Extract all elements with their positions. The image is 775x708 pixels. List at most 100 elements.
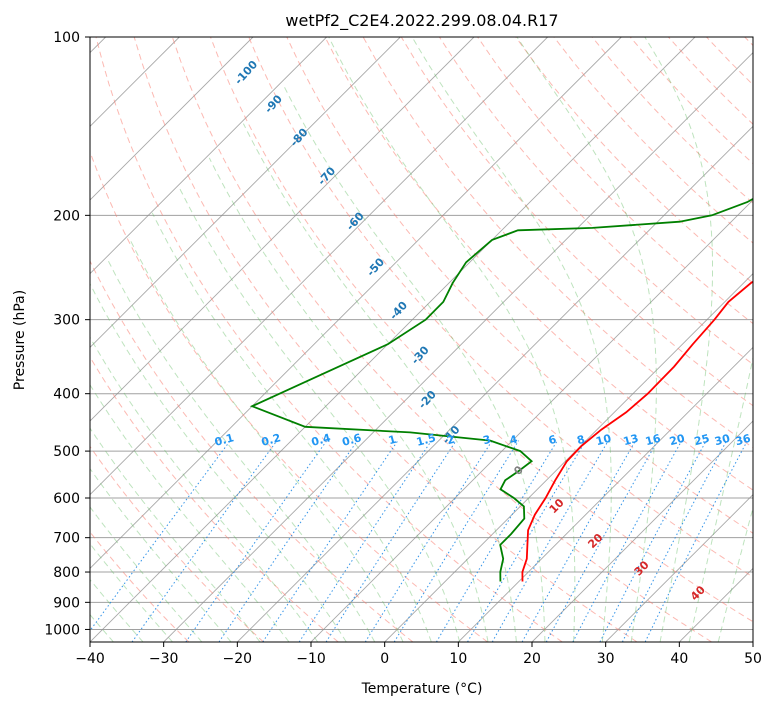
isotherm-line: [90, 37, 622, 569]
dry-adiabat-line: [248, 37, 753, 578]
mixing-ratio-line: [572, 440, 683, 642]
mixing-ratio-line: [298, 440, 432, 642]
isotherm-lines: [90, 37, 753, 642]
moist-adiabat-line: [179, 187, 461, 642]
y-tick-label: 900: [53, 595, 80, 611]
mixing-ratio-label: 16: [644, 432, 662, 449]
mixing-ratio-label: 6: [547, 433, 558, 448]
x-tick-label: 40: [670, 651, 688, 667]
dry-adiabat-line: [90, 531, 190, 642]
mixing-ratio-line: [262, 440, 399, 642]
y-tick-label: 1000: [44, 622, 80, 638]
moist-adiabat-line: [282, 83, 546, 642]
dry-adiabat-label: -40: [387, 299, 410, 323]
mixing-ratio-label: 10: [594, 432, 612, 449]
x-tick-label: 20: [523, 651, 541, 667]
x-tick-label: 50: [744, 651, 762, 667]
isotherm-line: [90, 37, 696, 642]
isotherm-line: [679, 567, 753, 642]
dry-adiabat-line: [171, 37, 712, 642]
x-tick-label: 10: [449, 651, 467, 667]
dry-adiabat-line: [591, 37, 753, 204]
mixing-ratio-line: [491, 440, 609, 642]
moist-adiabat-label: 40: [688, 583, 708, 603]
x-tick-label: 0: [380, 651, 389, 667]
moist-adiabat-label: 30: [632, 558, 652, 578]
dry-adiabat-label: -90: [262, 92, 285, 116]
isotherm-line: [605, 494, 753, 642]
chart-title: wetPf2_C2E4.2022.299.08.04.R17: [285, 11, 558, 31]
moist-adiabat-line: [411, 37, 612, 642]
mixing-ratio-label: 8: [575, 433, 586, 448]
x-tick-label: 30: [597, 651, 615, 667]
temperature-line: [521, 280, 753, 582]
mixing-ratio-label: 1: [387, 433, 398, 448]
y-axis-label: Pressure (hPa): [12, 290, 28, 390]
dry-adiabat-line: [668, 37, 753, 125]
mixing-ratio-line: [435, 440, 558, 642]
mixing-ratio-line: [599, 440, 707, 642]
isotherm-line: [90, 37, 327, 275]
moist-adiabat-line: [90, 506, 203, 642]
isotherm-line: [458, 346, 753, 642]
dry-adiabat-line: [210, 37, 753, 623]
mixing-ratio-line: [467, 440, 587, 642]
dry-adiabat-line: [515, 37, 753, 284]
dry-adiabat-line: [90, 150, 488, 642]
moist-adiabat-label: 10: [547, 496, 567, 516]
moist-adiabat-line: [128, 237, 404, 642]
line-labels: -100-90-80-70-60-50-40-30-20-100.1 0.2 0.4…: [213, 58, 752, 603]
isobar-lines: [90, 37, 753, 630]
y-axis: 100 200 300 400 500 600 700 800 900 1000: [44, 30, 90, 638]
mixing-ratio-label: 3: [482, 433, 493, 448]
mixing-ratio-label: 36: [734, 432, 752, 449]
moist-adiabat-line: [208, 157, 489, 642]
mixing-ratio-label: 2: [445, 433, 456, 448]
mixing-ratio-lines: [90, 440, 748, 642]
x-tick-label: −20: [223, 651, 253, 667]
mixing-ratio-line: [131, 440, 278, 642]
mixing-ratio-line: [364, 440, 493, 642]
y-tick-label: 100: [53, 30, 80, 46]
y-tick-label: 200: [53, 208, 80, 224]
moist-adiabat-line: [90, 383, 290, 642]
x-axis: −40 −30 −20 −10 0 10 20 30 40 50: [75, 642, 762, 667]
mixing-ratio-line: [621, 440, 728, 642]
isotherm-line: [90, 37, 475, 422]
isotherm-line: [752, 641, 753, 642]
y-tick-label: 400: [53, 387, 80, 403]
mixing-ratio-label: 0.2: [260, 431, 282, 449]
mixing-ratio-label: 4: [508, 433, 519, 448]
dry-adiabat-line: [706, 37, 753, 86]
plot-frame: [89, 36, 754, 643]
x-tick-label: −40: [75, 651, 105, 667]
moist-adiabat-line: [328, 37, 576, 642]
y-tick-label: 700: [53, 531, 80, 547]
mixing-ratio-line: [185, 440, 328, 642]
moist-adiabat-line: [106, 257, 376, 642]
mixing-ratio-line: [521, 440, 637, 642]
dry-adiabat-line: [95, 37, 563, 642]
y-tick-label: 300: [53, 313, 80, 329]
isotherm-line: [90, 37, 548, 496]
y-tick-label: 500: [53, 444, 80, 460]
dry-adiabat-line: [90, 356, 339, 642]
dry-adiabat-line: [324, 37, 753, 491]
mixing-ratio-label: 0.6: [341, 431, 364, 449]
moist-adiabat-lines: [90, 37, 753, 642]
dry-adiabat-line: [90, 445, 264, 642]
dry-adiabat-label: -50: [364, 255, 387, 279]
isotherm-line: [531, 420, 753, 642]
mixing-ratio-line: [393, 440, 520, 642]
dry-adiabat-line: [477, 37, 753, 325]
moist-adiabat-line: [90, 427, 261, 642]
dry-adiabat-line: [133, 37, 638, 642]
moist-adiabat-line: [151, 212, 432, 642]
isotherm-line: [237, 125, 753, 642]
mixing-ratio-label: 13: [622, 432, 640, 449]
mixing-ratio-label: 0.1: [213, 431, 235, 449]
mixing-ratio-label: 1.5: [415, 431, 437, 449]
dry-adiabat-label: -100: [232, 58, 260, 87]
x-tick-label: −30: [149, 651, 179, 667]
